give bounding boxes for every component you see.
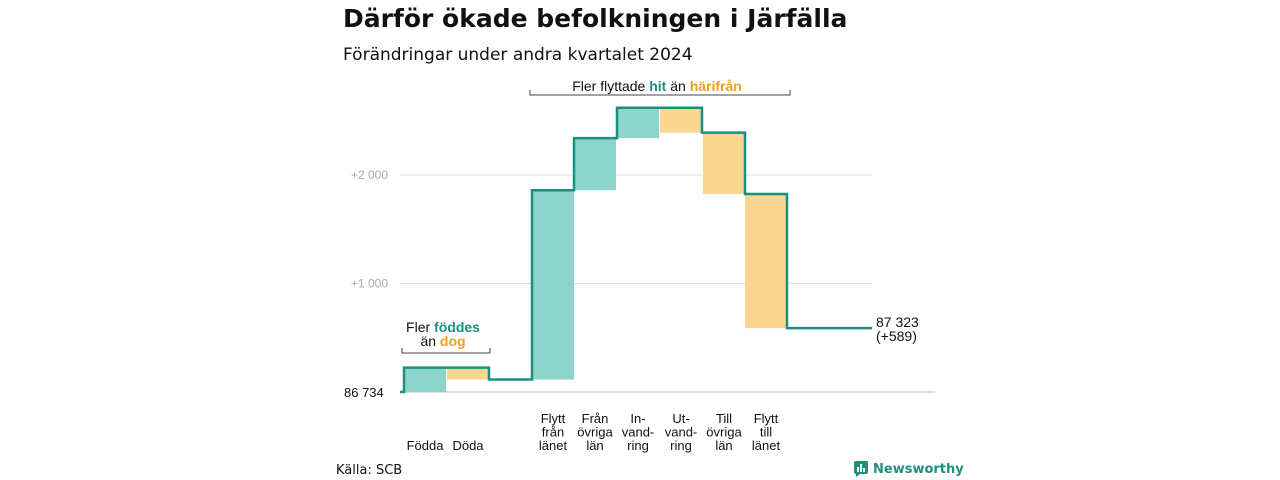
x-tick-label: Flytt: [754, 411, 779, 426]
bar-layer: [404, 107, 787, 392]
waterfall-bar: [660, 107, 702, 133]
waterfall-bar: [703, 132, 745, 194]
step-line: [400, 106, 872, 394]
annotation-bracket: [529, 90, 791, 96]
y-tick-label: +1 000: [351, 277, 388, 291]
end-value-label: 87 323: [876, 314, 919, 330]
newsworthy-logo-icon: [854, 461, 868, 477]
chart-title: Därför ökade befolkningen i Järfälla: [343, 4, 848, 33]
waterfall-bar: [574, 138, 616, 191]
chart-subtitle: Förändringar under andra kvartalet 2024: [343, 45, 693, 65]
x-tick-label: Flytt: [541, 411, 566, 426]
x-tick-label: Från: [582, 411, 609, 426]
x-tick-label: vand-: [665, 425, 698, 440]
x-tick-label: Födda: [407, 438, 445, 453]
source-note: Källa: SCB: [336, 463, 403, 478]
waterfall-bar: [745, 193, 787, 329]
grid-layer: [400, 174, 935, 393]
waterfall-bar: [447, 367, 489, 380]
waterfall-bar: [617, 107, 659, 139]
x-tick-label: Döda: [452, 438, 484, 453]
x-tick-label: länet: [752, 438, 781, 453]
x-tick-label: ring: [627, 438, 649, 453]
y-tick-label: +2 000: [351, 168, 388, 182]
x-tick-label: övriga: [706, 425, 742, 440]
baseline-label: 86 734: [344, 385, 384, 400]
waterfall-bar: [404, 367, 446, 392]
x-tick-label: In-: [630, 411, 645, 426]
x-tick-label: vand-: [622, 425, 655, 440]
waterfall-bar: [532, 190, 574, 380]
annotation-bracket: [401, 348, 491, 354]
brand-logo[interactable]: Newsworthy: [854, 461, 964, 477]
x-tick-label: Till: [716, 411, 732, 426]
step-line-layer: [400, 106, 872, 394]
x-tick-label: län: [586, 438, 603, 453]
annotation-births-line1: Fler föddes: [406, 319, 480, 335]
annotation-moves: Fler flyttade hit än härifrån: [572, 78, 742, 94]
x-tick-label: ring: [670, 438, 692, 453]
end-change-label: (+589): [876, 328, 917, 344]
brand-name: Newsworthy: [873, 461, 964, 477]
annotation-births-line2: än dog: [420, 333, 465, 349]
x-tick-label: från: [542, 425, 564, 440]
x-tick-label: till: [760, 425, 772, 440]
x-tick-label: Ut-: [672, 411, 689, 426]
x-tick-label: länet: [539, 438, 568, 453]
x-tick-label: övriga: [577, 425, 613, 440]
x-tick-label: län: [715, 438, 732, 453]
